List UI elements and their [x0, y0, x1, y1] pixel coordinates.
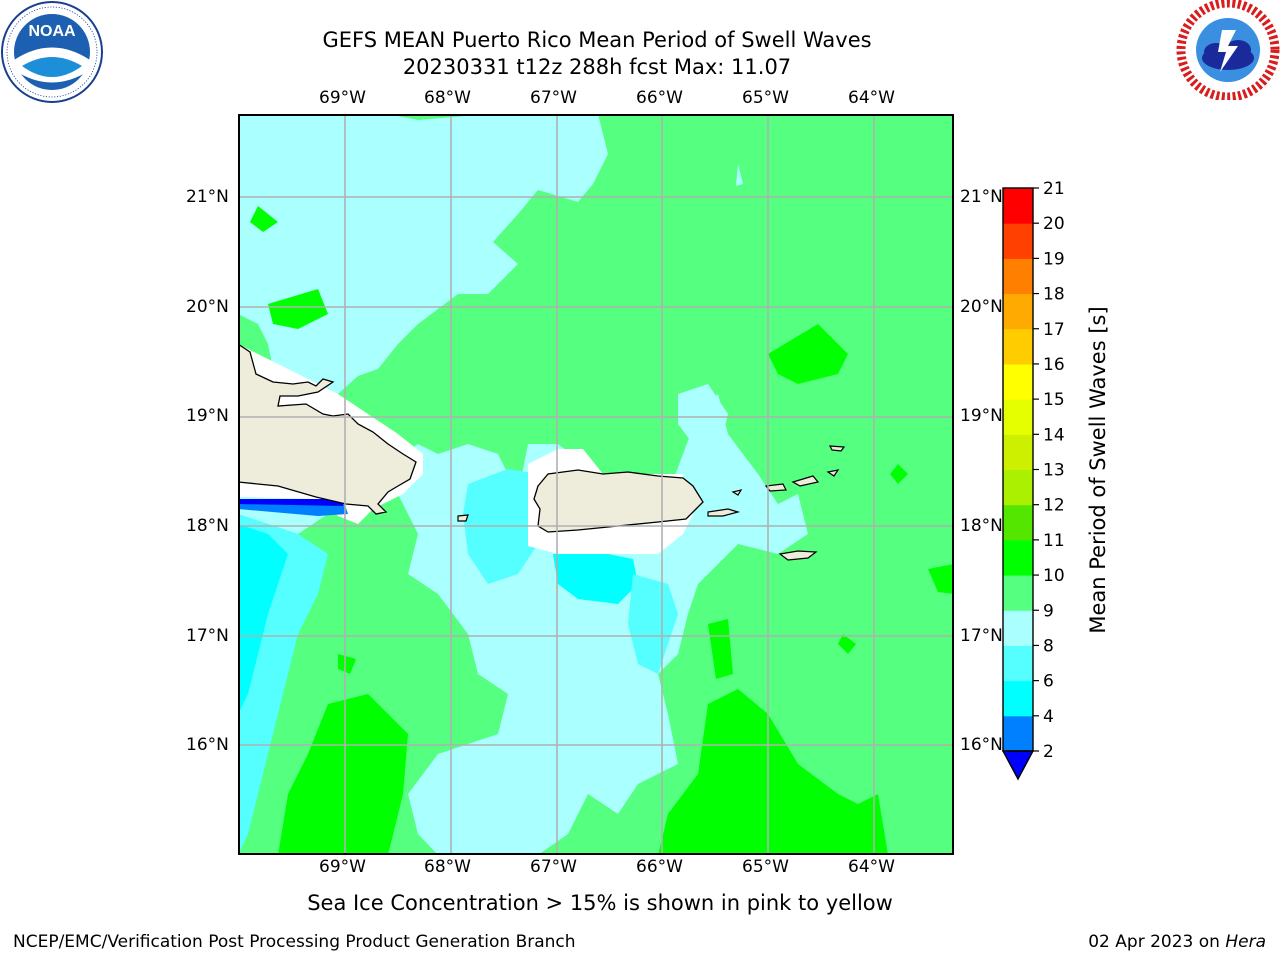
colorbar-segment [1003, 645, 1033, 682]
mona-island [457, 514, 469, 522]
field-10-11s [338, 654, 356, 674]
colorbar-tick-label: 16 [1043, 355, 1065, 375]
field-10-11s [268, 289, 328, 329]
colorbar: 2 4 6 8 9 10 11 12 13 14 15 16 17 18 19 20 21 [1001, 180, 1065, 781]
field-8-9s [678, 384, 728, 454]
colorbar-tick-label: 19 [1043, 249, 1065, 269]
lon-tick-top: 67°W [530, 88, 577, 108]
colorbar-label: Mean Period of Swell Waves [s] [1086, 306, 1110, 634]
chart-title: GEFS MEAN Puerto Rico Mean Period of Swe… [322, 28, 872, 52]
colorbar-tick-label: 18 [1043, 285, 1065, 305]
lon-tick-bottom: 67°W [530, 857, 577, 877]
colorbar-tick-label: 13 [1043, 461, 1065, 481]
lon-tick-top: 64°W [848, 88, 895, 108]
colorbar-segment [1003, 715, 1033, 752]
colorbar-segment [1003, 469, 1033, 506]
lon-tick-bottom: 65°W [742, 857, 789, 877]
colorbar-segment [1003, 399, 1033, 435]
lat-tick-left: 19°N [186, 406, 229, 426]
field-6-8s [628, 574, 678, 674]
field-4-6s [238, 524, 288, 714]
vieques-island [707, 508, 741, 517]
lat-tick-right: 16°N [960, 735, 1003, 755]
colorbar-segment [1003, 188, 1033, 224]
lat-tick-right: 18°N [960, 516, 1003, 536]
colorbar-tick-label: 11 [1043, 531, 1065, 551]
colorbar-tick-label: 20 [1043, 214, 1065, 234]
lat-tick-right: 20°N [960, 297, 1003, 317]
lon-tick-top: 65°W [742, 88, 789, 108]
colorbar-segment [1003, 504, 1033, 541]
footer-host: Hera [1225, 932, 1266, 952]
colorbar-tick-label: 17 [1043, 320, 1065, 340]
nws-logo [1176, 0, 1280, 100]
field-8-9s [736, 164, 743, 186]
lat-tick-left: 21°N [186, 187, 229, 207]
culebra-island [731, 489, 743, 496]
colorbar-tick-label: 21 [1043, 180, 1065, 199]
lat-tick-left: 17°N [186, 626, 229, 646]
colorbar-segment [1003, 610, 1033, 646]
lon-tick-bottom: 66°W [636, 857, 683, 877]
colorbar-segment [1003, 223, 1033, 259]
noaa-logo: NOAA [1, 1, 103, 103]
colorbar-tick-label: 15 [1043, 390, 1065, 410]
lat-tick-right: 17°N [960, 626, 1003, 646]
colorbar-segment [1003, 363, 1033, 400]
swell-period-map [238, 114, 954, 855]
lat-tick-right: 19°N [960, 406, 1003, 426]
colorbar-segment [1003, 328, 1033, 365]
colorbar-tick-label: 14 [1043, 425, 1065, 445]
colorbar-extend-min [1001, 750, 1035, 781]
map-gridlines [238, 114, 954, 855]
lat-tick-left: 16°N [186, 735, 229, 755]
map-frame [238, 114, 954, 855]
field-10-11s [768, 324, 848, 384]
virgin-islands [826, 469, 840, 477]
field-below-2s [238, 499, 343, 506]
svg-text:NOAA: NOAA [28, 23, 76, 40]
lon-tick-top: 69°W [319, 88, 366, 108]
lat-tick-left: 20°N [186, 297, 229, 317]
field-10-11s [928, 564, 954, 594]
lat-tick-right: 21°N [960, 187, 1003, 207]
field-10-11s [250, 206, 278, 232]
field-10-11s [890, 464, 908, 484]
colorbar-tick-label: 10 [1043, 566, 1065, 586]
colorbar-tick-label: 8 [1043, 636, 1054, 656]
lon-tick-bottom: 64°W [848, 857, 895, 877]
st-croix-island [778, 550, 818, 561]
colorbar-segment [1003, 293, 1033, 330]
anegada-island [828, 445, 846, 452]
footer-date-text: 02 Apr 2023 on [1088, 932, 1226, 952]
lon-tick-top: 66°W [636, 88, 683, 108]
colorbar-segment [1003, 258, 1033, 295]
hispaniola-land [238, 343, 417, 515]
lon-tick-top: 68°W [424, 88, 471, 108]
virgin-islands [764, 483, 787, 492]
footer-credit: NCEP/EMC/Verification Post Processing Pr… [13, 932, 576, 952]
field-10-11s [838, 634, 856, 654]
chart-subtitle-run-info: 20230331 t12z 288h fcst Max: 11.07 [402, 55, 792, 79]
lat-tick-left: 18°N [186, 516, 229, 536]
colorbar-tick-label: 6 [1043, 672, 1054, 692]
field-10-11s [278, 694, 408, 855]
lon-tick-bottom: 68°W [424, 857, 471, 877]
field-4-6s [553, 552, 638, 604]
footer-date: 02 Apr 2023 on Hera [1088, 932, 1266, 952]
colorbar-tick-label: 4 [1043, 707, 1054, 727]
lon-tick-bottom: 69°W [319, 857, 366, 877]
sea-ice-note: Sea Ice Concentration > 15% is shown in … [307, 891, 893, 915]
field-8-9s [238, 114, 608, 394]
colorbar-tick-label: 9 [1043, 601, 1054, 621]
colorbar-segment [1003, 539, 1033, 576]
colorbar-tick-label: 12 [1043, 496, 1065, 516]
virgin-islands [791, 475, 820, 487]
colorbar-segment [1003, 575, 1033, 611]
field-10-11s [708, 619, 733, 679]
colorbar-tick-label: 2 [1043, 742, 1054, 762]
field-10-11s [828, 794, 888, 855]
colorbar-segment [1003, 434, 1033, 470]
colorbar-segment [1003, 680, 1033, 717]
